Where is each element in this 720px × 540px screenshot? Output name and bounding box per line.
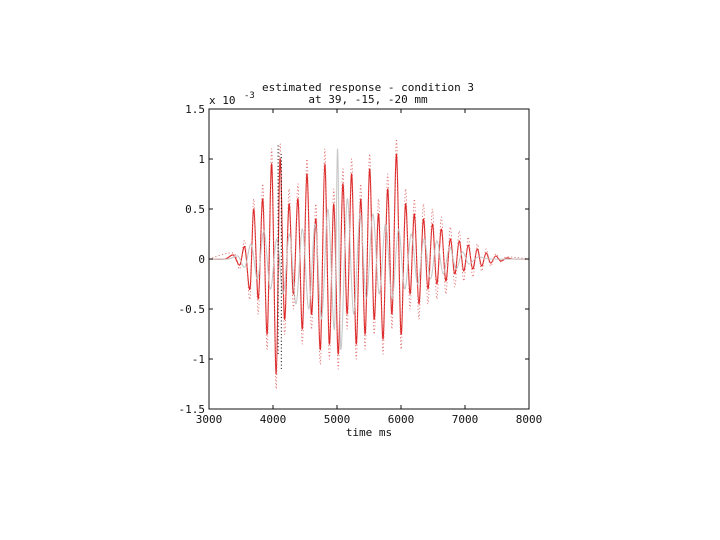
x-tick-label: 3000 bbox=[196, 413, 223, 426]
y-tick-label: 0 bbox=[198, 253, 205, 266]
x-tick-label: 7000 bbox=[452, 413, 479, 426]
x-tick-label: 6000 bbox=[388, 413, 415, 426]
series-layer bbox=[208, 138, 530, 390]
x-tick-label: 4000 bbox=[260, 413, 287, 426]
y-scale-note: x 10 bbox=[209, 94, 236, 107]
y-tick-label: 1.5 bbox=[185, 103, 205, 116]
series-line-0 bbox=[208, 153, 530, 375]
y-tick-label: 0.5 bbox=[185, 203, 205, 216]
x-tick-label: 8000 bbox=[516, 413, 543, 426]
series-line-1 bbox=[208, 148, 530, 350]
y-tick-label: -1 bbox=[192, 353, 205, 366]
y-tick-label: -0.5 bbox=[179, 303, 206, 316]
x-axis-label: time ms bbox=[346, 426, 392, 439]
axes-layer: 3000 4000 5000 6000 7000 8000 -1.5 -1 -0.5 0 0.5 1 1… bbox=[179, 103, 543, 426]
chart-title: estimated response - condition 3 bbox=[262, 81, 474, 94]
x-tick-label: 5000 bbox=[324, 413, 351, 426]
y-scale-exponent: -3 bbox=[244, 91, 255, 101]
chart-subtitle: at 39, -15, -20 mm bbox=[308, 93, 428, 106]
y-tick-label: -1.5 bbox=[179, 403, 206, 416]
y-tick-label: 1 bbox=[198, 153, 205, 166]
